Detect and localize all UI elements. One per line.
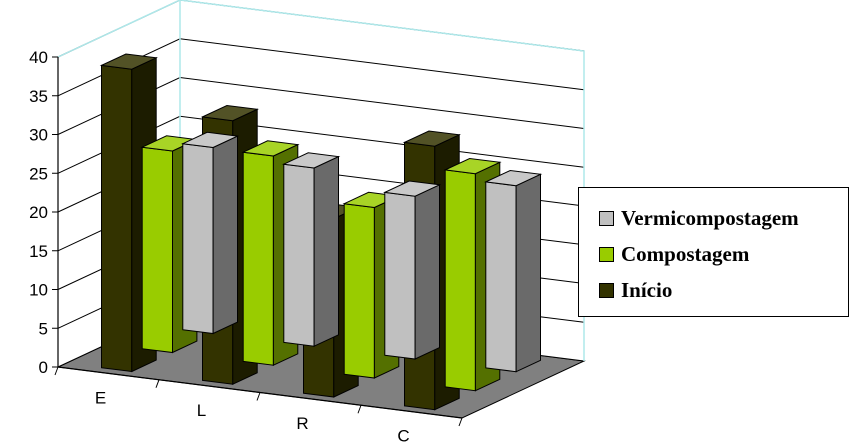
x-tick-mark bbox=[155, 379, 160, 388]
legend-swatch-inicio bbox=[599, 282, 614, 298]
bar-vermicompostagem-r bbox=[383, 180, 442, 360]
bar-front-face bbox=[182, 143, 214, 335]
bar-side-face bbox=[313, 155, 339, 347]
legend-item-vermicompostagem: Vermicompostagem bbox=[599, 200, 848, 236]
y-tick-label: 40 bbox=[29, 48, 48, 67]
bar-side-face bbox=[414, 184, 440, 360]
chart-axes bbox=[52, 56, 463, 427]
bar-front-face bbox=[101, 64, 133, 373]
x-category-label: C bbox=[397, 427, 409, 445]
legend-label-compostagem: Compostagem bbox=[621, 241, 750, 266]
bar-front-face bbox=[242, 151, 274, 366]
y-tick-label: 5 bbox=[39, 319, 48, 338]
legend-swatch-vermicompostagem bbox=[599, 210, 614, 226]
bar-vermicompostagem-c bbox=[484, 169, 543, 373]
bar-top-face bbox=[282, 152, 341, 169]
bar-side-face bbox=[515, 173, 541, 373]
y-tick-label: 20 bbox=[29, 203, 48, 222]
x-tick-mark bbox=[256, 392, 261, 401]
bar-vermicompostagem-l bbox=[282, 152, 341, 347]
bar-top-face bbox=[383, 180, 442, 197]
y-tick-label: 35 bbox=[29, 87, 48, 106]
y-tick-label: 15 bbox=[29, 242, 48, 261]
x-tick-mark bbox=[357, 405, 362, 414]
legend-item-compostagem: Compostagem bbox=[599, 236, 848, 272]
y-tick-label: 30 bbox=[29, 126, 48, 145]
x-category-label: R bbox=[296, 414, 308, 433]
bar-top-face bbox=[484, 169, 543, 187]
bar-top-face bbox=[241, 140, 300, 157]
bar-top-face bbox=[99, 53, 158, 70]
y-tick-label: 0 bbox=[39, 358, 48, 377]
bar-front-face bbox=[283, 163, 315, 347]
chart-bars bbox=[99, 53, 543, 411]
x-tick-mark bbox=[54, 366, 59, 376]
legend-swatch-compostagem bbox=[599, 246, 614, 262]
legend-label-inicio: Início bbox=[621, 277, 673, 302]
x-category-label: L bbox=[197, 401, 206, 420]
bar-front-face bbox=[343, 203, 375, 379]
bar-top-face bbox=[200, 104, 259, 122]
bar-top-face bbox=[181, 131, 240, 149]
bar-side-face bbox=[212, 135, 238, 335]
x-axis-category-labels: E L R C bbox=[95, 388, 410, 445]
bar-front-face bbox=[444, 169, 476, 392]
chart-legend: Vermicompostagem Compostagem Início bbox=[578, 187, 849, 317]
legend-label-vermicompostagem: Vermicompostagem bbox=[621, 205, 799, 230]
legend-item-inicio: Início bbox=[599, 272, 848, 308]
bar-front-face bbox=[485, 181, 517, 373]
bar-front-face bbox=[384, 191, 416, 360]
bar-front-face bbox=[141, 146, 173, 354]
bar-top-face bbox=[443, 157, 502, 175]
bar-top-face bbox=[402, 130, 461, 147]
x-tick-mark bbox=[458, 417, 463, 427]
y-axis-tick-labels: 0 5 10 15 20 25 30 35 40 bbox=[29, 48, 48, 377]
bar-vermicompostagem-e bbox=[181, 131, 240, 335]
y-tick-label: 25 bbox=[29, 164, 48, 183]
x-category-label: E bbox=[95, 388, 106, 407]
y-tick-label: 10 bbox=[29, 281, 48, 300]
